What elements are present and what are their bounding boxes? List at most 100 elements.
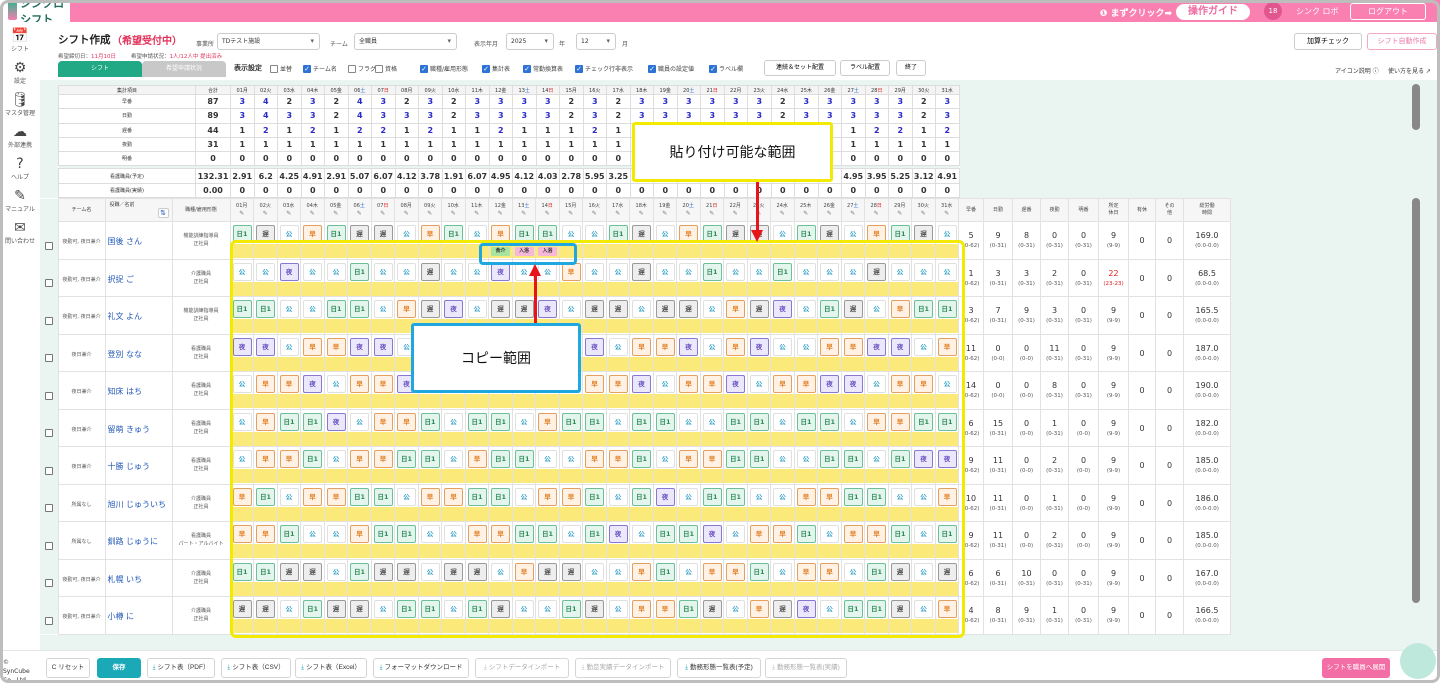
label-band[interactable] <box>653 394 676 408</box>
operation-guide-button[interactable]: 操作ガイド <box>1176 4 1250 20</box>
label-band[interactable] <box>653 244 676 258</box>
label-band[interactable] <box>630 319 653 333</box>
pencil-icon[interactable]: ✎ <box>591 210 597 217</box>
label-band[interactable] <box>536 394 559 408</box>
shift-chip[interactable]: 遅 <box>655 300 675 318</box>
sidebar-item-edit[interactable]: ✎ マニュアル <box>0 188 40 213</box>
summary-scrollbar[interactable] <box>1412 84 1420 130</box>
label-band[interactable] <box>747 281 770 296</box>
label-tag[interactable]: 入浴 <box>514 247 534 256</box>
shift-chip[interactable]: 遅 <box>420 300 440 318</box>
pencil-icon[interactable]: ✎ <box>474 210 480 217</box>
shift-chip[interactable]: 日1 <box>232 225 252 243</box>
export-button[interactable]: ⤓ フォーマットダウンロード <box>373 658 469 678</box>
shift-cell[interactable]: 公 <box>300 296 325 335</box>
shift-cell[interactable]: 公 <box>300 258 325 297</box>
shift-chip[interactable]: 早 <box>820 337 839 356</box>
label-band[interactable] <box>418 281 441 296</box>
shift-chip[interactable]: 早 <box>608 375 628 393</box>
label-band[interactable] <box>841 319 864 333</box>
shift-chip[interactable]: 早 <box>890 300 910 318</box>
label-band[interactable] <box>559 281 582 296</box>
shift-cell[interactable]: 日1 <box>817 296 842 335</box>
staff-name[interactable]: 留萌 きゅう <box>104 408 173 447</box>
display-option-checkbox[interactable]: ✓ 職種/雇用形態 <box>420 64 468 73</box>
shift-chip[interactable]: 公 <box>467 262 487 281</box>
label-band[interactable] <box>489 281 512 296</box>
label-band[interactable] <box>888 319 911 333</box>
shift-chip[interactable]: 遅 <box>679 300 698 318</box>
export-button[interactable]: ⤓ シフト表（CSV） <box>221 658 291 678</box>
pencil-icon[interactable]: ✎ <box>450 210 456 217</box>
label-band[interactable] <box>489 394 512 408</box>
day-column-header[interactable]: 06土 ✎ <box>347 198 372 222</box>
sidebar-item-mail[interactable]: ✉ 問い合わせ <box>0 220 40 245</box>
label-band[interactable] <box>465 281 488 296</box>
month-select[interactable]: 12 <box>576 33 616 50</box>
shift-cell[interactable]: 遅 <box>652 296 677 335</box>
day-column-header[interactable]: 10水 ✎ <box>441 198 466 222</box>
shift-cell[interactable]: 公 <box>864 371 889 410</box>
shift-chip[interactable]: 遅 <box>749 300 769 318</box>
shift-chip[interactable]: 公 <box>585 262 604 281</box>
shift-cell[interactable]: 早 <box>911 371 936 410</box>
row-checkbox[interactable] <box>44 504 53 513</box>
shift-chip[interactable]: 早 <box>843 337 863 356</box>
label-band[interactable] <box>677 319 700 333</box>
label-band[interactable] <box>442 394 465 408</box>
pencil-icon[interactable]: ✎ <box>544 210 550 217</box>
day-column-header[interactable]: 22月 ✎ <box>723 198 748 222</box>
shift-cell[interactable]: 公 <box>746 258 771 297</box>
shift-chip[interactable]: 遅 <box>491 300 510 318</box>
shift-chip[interactable]: 夜 <box>444 300 463 318</box>
shift-chip[interactable]: 公 <box>608 337 628 356</box>
shift-chip[interactable]: 早 <box>303 337 322 356</box>
checkbox-icon[interactable]: ✓ <box>420 64 428 73</box>
label-band[interactable] <box>865 356 888 371</box>
display-action-button[interactable]: ラベル配置 <box>840 60 890 76</box>
shift-cell[interactable]: 公 <box>582 258 607 297</box>
shift-chip[interactable]: 公 <box>467 300 487 318</box>
label-band[interactable] <box>324 244 347 258</box>
pencil-icon[interactable]: ✎ <box>427 210 433 217</box>
label-band[interactable] <box>771 356 794 371</box>
shift-chip[interactable]: 公 <box>397 262 416 281</box>
pencil-icon[interactable]: ✎ <box>333 210 339 217</box>
shift-cell[interactable]: 公 <box>770 333 795 372</box>
staff-name[interactable]: 旭川 じゅういち <box>104 483 173 522</box>
shift-cell[interactable]: 夜 <box>817 371 842 410</box>
label-band[interactable] <box>277 281 300 296</box>
checkbox-icon[interactable]: ✓ <box>482 64 490 73</box>
label-band[interactable] <box>794 281 817 296</box>
label-band[interactable] <box>912 319 935 333</box>
staff-name[interactable]: 小樽 に <box>104 596 173 635</box>
pencil-icon[interactable]: ✎ <box>873 210 879 217</box>
checkbox-icon[interactable]: ✓ <box>575 64 583 73</box>
shift-chip[interactable]: 公 <box>679 262 698 281</box>
label-band[interactable] <box>301 394 324 408</box>
export-button[interactable]: ⤓ シフト表（Excel） <box>295 658 367 678</box>
pencil-icon[interactable]: ✎ <box>521 210 527 217</box>
display-option-checkbox[interactable]: ✓ 集計表 <box>482 64 510 73</box>
label-band[interactable] <box>865 319 888 333</box>
day-column-header[interactable]: 28日 ✎ <box>864 198 889 222</box>
shift-chip[interactable]: 早 <box>397 300 416 318</box>
label-band[interactable] <box>912 244 935 258</box>
checkbox-icon[interactable] <box>348 64 356 73</box>
shift-cell[interactable]: 早 <box>770 371 795 410</box>
label-band[interactable] <box>254 281 277 296</box>
pencil-icon[interactable]: ✎ <box>662 210 668 217</box>
label-band[interactable] <box>348 319 371 333</box>
label-band[interactable] <box>724 281 747 296</box>
label-band[interactable] <box>301 356 324 371</box>
row-checkbox[interactable] <box>44 466 53 475</box>
pencil-icon[interactable]: ✎ <box>709 210 715 217</box>
pencil-icon[interactable]: ✎ <box>897 210 903 217</box>
label-band[interactable] <box>230 431 253 446</box>
shift-chip[interactable]: 公 <box>867 300 886 318</box>
shift-chip[interactable]: 日1 <box>773 262 792 281</box>
display-option-checkbox[interactable]: フラグ <box>348 64 376 73</box>
shift-cell[interactable]: 早 <box>370 371 395 410</box>
shift-chip[interactable]: 早 <box>726 337 745 356</box>
label-band[interactable] <box>277 244 300 258</box>
